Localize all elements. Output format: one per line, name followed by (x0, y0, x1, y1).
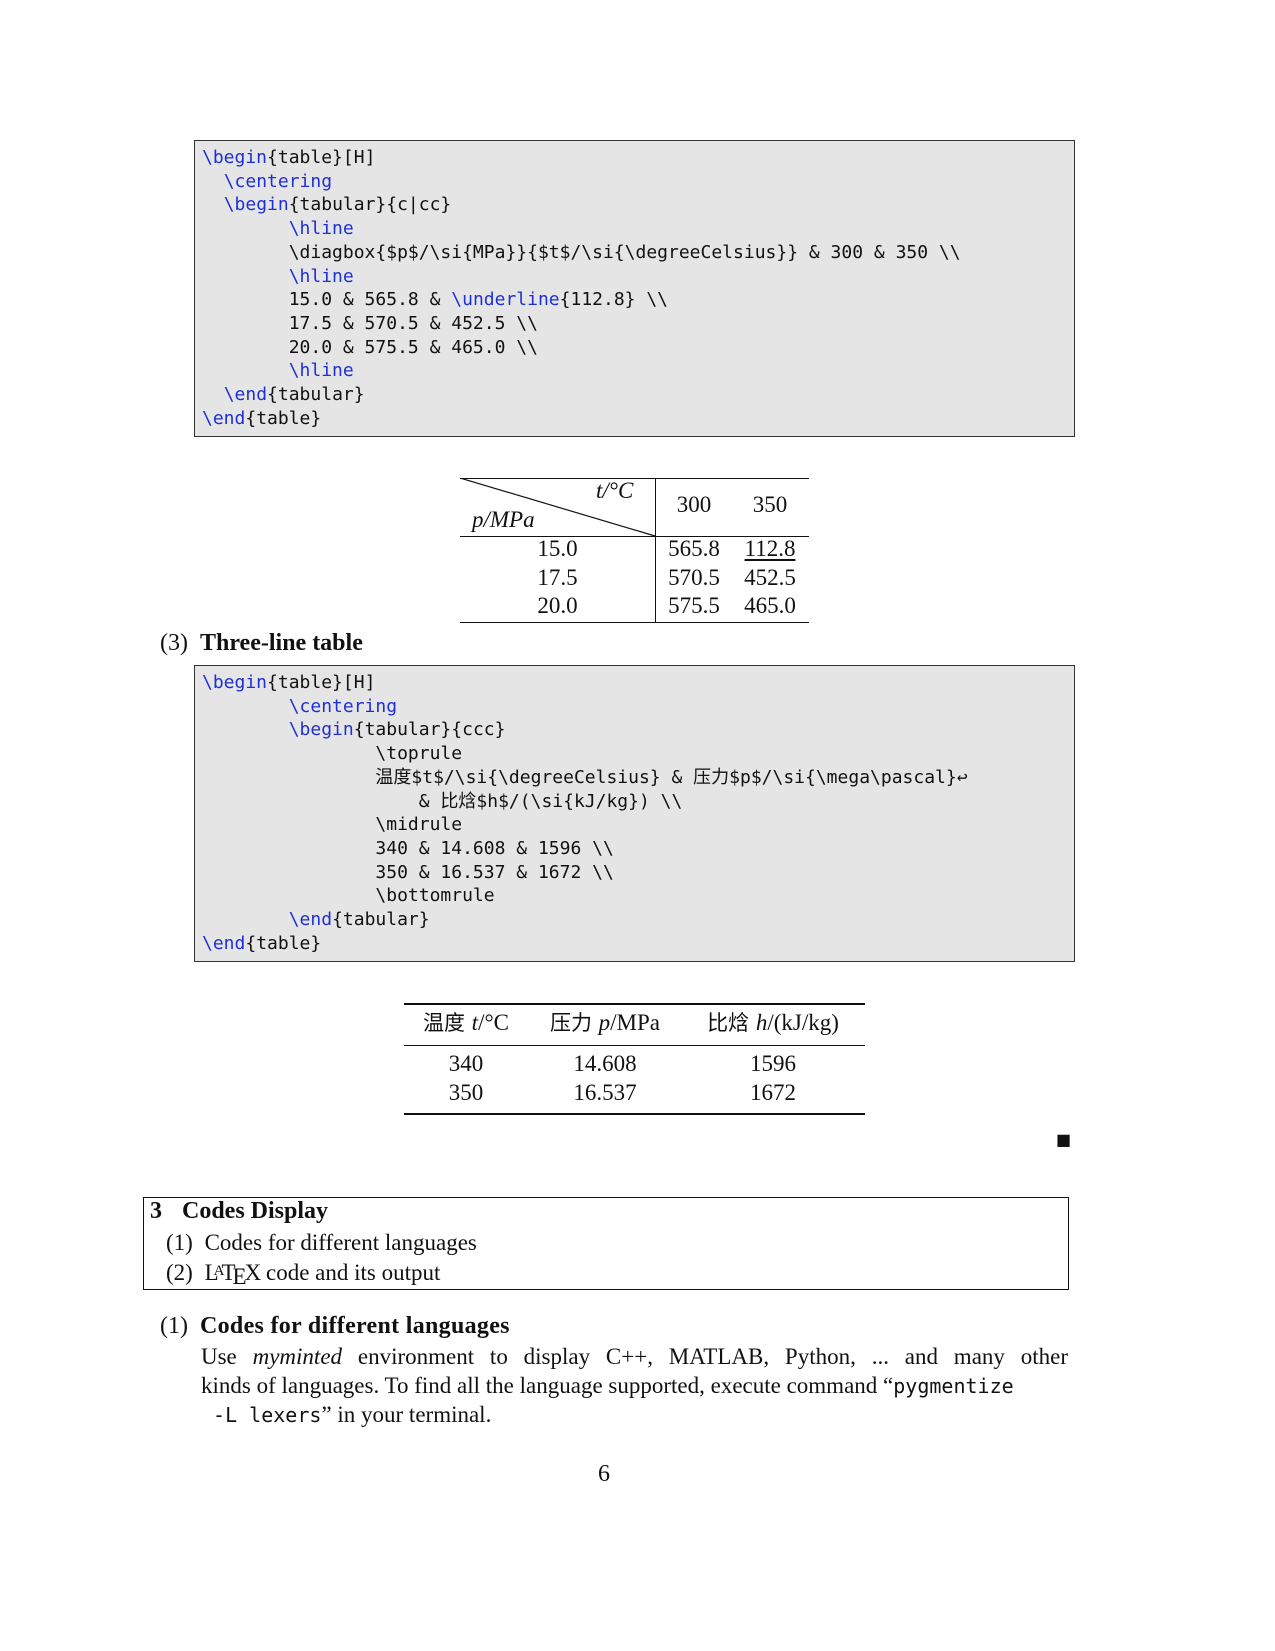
code-keyword: \hline (288, 360, 354, 382)
table-1-cell-300: 570.5 (668, 564, 720, 590)
end-marker: ■ (1056, 1130, 1072, 1149)
header-300: 300 (676, 492, 712, 517)
code-keyword: \end (288, 909, 333, 930)
code-keyword: \centering (288, 695, 398, 717)
para-text: kinds of languages. To find all the lang… (201, 1373, 894, 1398)
code-keyword: \end (202, 407, 246, 429)
code-block-1-line: \end{tabular} (223, 384, 365, 405)
code-keyword: \begin (202, 672, 268, 693)
code-keyword: \underline (451, 289, 560, 311)
table-1-cell-350: 465.0 (744, 593, 796, 618)
table-1-top-rule (460, 478, 809, 479)
table-1-cell-p: 17.5 (537, 564, 578, 590)
code-block-1: \begin{table}[H] \centering \begin{tabul… (194, 140, 1075, 437)
code-keyword: \end (202, 932, 246, 954)
code-block-1-line: 20.0 & 575.5 & 465.0 \\ (288, 336, 538, 358)
code-block-2-line: \end{table} (202, 932, 322, 954)
table-1-cell-350: 452.5 (744, 564, 796, 590)
code-block-1-line: \end{table} (202, 407, 322, 429)
table-2-cell: 350 (448, 1080, 484, 1105)
page-number: 6 (598, 1461, 610, 1487)
code-block-2-line: \midrule (375, 814, 463, 836)
code-block-1-line: 15.0 & 565.8 & \underline{112.8} \\ (288, 289, 669, 311)
code-keyword: \hline (288, 265, 354, 287)
code-block-2-line: 340 & 14.608 & 1596 \\ (375, 837, 614, 859)
table-2-cell: 1672 (750, 1080, 796, 1105)
toc-section-number: 3 (150, 1198, 162, 1224)
table-2-bottomrule (404, 1113, 865, 1115)
table-2-midrule (404, 1045, 865, 1046)
table-1-cell-300: 565.8 (668, 536, 720, 561)
code-block-2-line: 350 & 16.537 & 1672 \\ (375, 861, 614, 883)
toc-section-title: Codes Display (182, 1198, 329, 1224)
code-keyword: \begin (288, 719, 354, 741)
para-text: ” in your terminal. (321, 1402, 492, 1427)
table-1-diagonal (460, 478, 656, 537)
toc-item-2-label: code and its output (260, 1260, 441, 1285)
code-keyword: \end (223, 384, 268, 405)
table-1-column-rule (655, 478, 656, 623)
table-2-toprule (404, 1003, 865, 1005)
code-block-2: \begin{table}[H] \centering \begin{tabul… (194, 665, 1075, 962)
code-block-2-line: \bottomrule (375, 885, 495, 907)
latex-logo: LATEX (204, 1260, 262, 1289)
code-keyword: \hline (288, 218, 354, 240)
diag-top-label: t/°C (596, 478, 634, 503)
table-1-bottom-rule (460, 622, 809, 623)
toc-item-1-number: (1) (166, 1230, 193, 1255)
code-block-2-line: \end{tabular} (288, 909, 430, 930)
code-block-1-line: \hline (202, 264, 354, 289)
code-block-2-line: \begin{table}[H] (202, 672, 376, 693)
section-1-paragraph-line-2: kinds of languages. To find all the lang… (201, 1371, 1014, 1401)
table-2-cell: 340 (448, 1051, 484, 1076)
table-2-header-cell: 压力 p/MPa (549, 1010, 661, 1035)
code-block-2-line: \centering (202, 694, 397, 719)
code-block-1-line: \hline (202, 358, 354, 383)
section-3-toc-box: 3 Codes Display (1) Codes for different … (143, 1197, 1069, 1290)
table-1-cell-350: 112.8 (744, 536, 796, 561)
section-3-heading: (3) Three-line table (160, 630, 363, 657)
code-block-2-line: \begin{tabular}{ccc} (288, 719, 506, 741)
toc-item-1-label: Codes for different languages (204, 1230, 477, 1255)
code-block-2-line: \toprule (375, 743, 463, 765)
para-text: Use (201, 1344, 253, 1369)
code-block-1-line: 17.5 & 570.5 & 452.5 \\ (288, 312, 538, 334)
section-1-title: Codes for different languages (199, 1313, 510, 1339)
table-1-header-rule (460, 536, 809, 537)
inline-code: -L lexers (201, 1403, 322, 1427)
code-block-1-line: \diagbox{$p$/\si{MPa}}{$t$/\si{\degreeCe… (288, 241, 961, 263)
table-1-cell-p: 20.0 (537, 593, 578, 618)
section-3-title: Three-line table (199, 630, 363, 656)
section-1-heading: (1) Codes for different languages (160, 1313, 510, 1340)
toc-item-1[interactable]: (1) Codes for different languages (166, 1228, 477, 1257)
code-keyword: \begin (223, 194, 289, 216)
table-2-cell: 14.608 (573, 1051, 637, 1076)
code-block-1-line: \hline (202, 216, 354, 241)
table-2-cell: 16.537 (573, 1080, 637, 1105)
para-text: environment to display C++, MATLAB, Pyth… (342, 1344, 1068, 1369)
diag-bottom-label: p/MPa (472, 507, 535, 532)
section-1-paragraph-line-3: -L lexers” in your terminal. (201, 1400, 491, 1430)
toc-heading: 3 Codes Display (150, 1198, 328, 1225)
code-block-2-line: 温度$t$/\si{\degreeCelsius} & 压力$p$/\si{\m… (375, 766, 968, 788)
table-2-header-cell: 比焓 h/(kJ/kg) (707, 1010, 839, 1035)
table-1-cell-p: 15.0 (537, 536, 578, 561)
header-350: 350 (752, 492, 788, 517)
section-1-paragraph-line-1: Use myminted environment to display C++,… (201, 1342, 1068, 1371)
toc-item-2-number: (2) (166, 1260, 193, 1285)
toc-item-2[interactable]: (2) LATEX code and its output (166, 1257, 440, 1291)
code-keyword: \begin (202, 147, 268, 168)
inline-code: pygmentize (893, 1374, 1014, 1398)
table-2-cell: 1596 (750, 1051, 796, 1076)
code-keyword: \centering (223, 170, 333, 192)
table-1-cell-300: 575.5 (668, 593, 720, 618)
myminted-term: myminted (252, 1344, 343, 1369)
code-block-1-line: \begin{table}[H] (202, 147, 376, 168)
code-block-1-line: \begin{tabular}{c|cc} (223, 194, 452, 216)
code-block-1-line: \centering (202, 169, 332, 194)
section-3-number: (3) (160, 630, 188, 656)
code-block-2-line: & 比焓$h$/(\si{kJ/kg}) \\ (418, 790, 683, 812)
table-2-header-cell: 温度 t/°C (422, 1010, 509, 1035)
section-1-number: (1) (160, 1313, 188, 1339)
